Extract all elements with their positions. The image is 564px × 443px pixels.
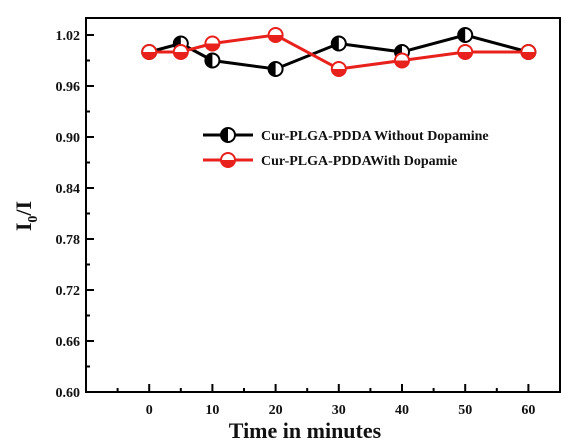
x-tick-label: 40 [395, 403, 409, 418]
y-tick-label: 0.84 [56, 182, 81, 197]
y-tick-label: 1.02 [56, 29, 81, 44]
data-point-marker [267, 61, 284, 77]
data-point-marker [172, 44, 189, 60]
y-axis-title-main: I [11, 223, 36, 232]
y-tick-label: 0.96 [56, 80, 81, 95]
y-tick-label: 0.60 [56, 386, 81, 401]
x-axis-title: Time in minutes [229, 418, 382, 443]
data-point-marker [330, 35, 347, 52]
data-point-marker [220, 152, 236, 168]
series-layer [141, 27, 537, 77]
x-tick-label: 60 [521, 403, 535, 418]
x-tick-label: 0 [146, 403, 153, 418]
plot-area-border [85, 17, 561, 393]
data-point-marker [457, 44, 474, 60]
x-tick-label: 30 [332, 403, 346, 418]
plot-frame [85, 17, 561, 393]
axis-ticks [86, 34, 530, 393]
y-axis-title-subscript: 0 [26, 216, 41, 223]
axis-tick-labels: 0 10 20 30 40 50 60 0.60 0.66 0.72 0.78 0.84 0.90 0.9… [56, 29, 536, 418]
y-axis-title-tail: /I [11, 201, 36, 217]
y-tick-label: 0.90 [56, 131, 81, 146]
legend-label: Cur-PLGA-PDDA Without Dopamine [261, 129, 489, 144]
y-tick-label: 0.66 [56, 335, 81, 350]
y-tick-label: 0.78 [56, 233, 81, 248]
data-point-marker [204, 35, 221, 52]
legend: Cur-PLGA-PDDA Without Dopamine Cur-PLGA-P… [203, 127, 489, 169]
y-axis-title: I0/I [11, 201, 41, 231]
legend-item: Cur-PLGA-PDDA Without Dopamine [203, 127, 489, 144]
x-tick-label: 20 [269, 403, 283, 418]
x-tick-label: 50 [458, 403, 472, 418]
data-point-marker [267, 27, 284, 43]
data-point-marker [520, 44, 537, 60]
y-tick-label: 0.72 [56, 284, 81, 299]
data-point-marker [457, 27, 474, 43]
data-point-marker [330, 61, 347, 77]
data-point-marker [394, 52, 410, 69]
series-group [141, 27, 537, 77]
data-point-marker [204, 52, 221, 69]
data-point-marker [220, 127, 236, 143]
legend-label: Cur-PLGA-PDDAWith Dopamie [261, 154, 457, 169]
data-point-marker [141, 44, 158, 60]
x-tick-label: 10 [205, 403, 219, 418]
legend-item: Cur-PLGA-PDDAWith Dopamie [203, 152, 457, 169]
